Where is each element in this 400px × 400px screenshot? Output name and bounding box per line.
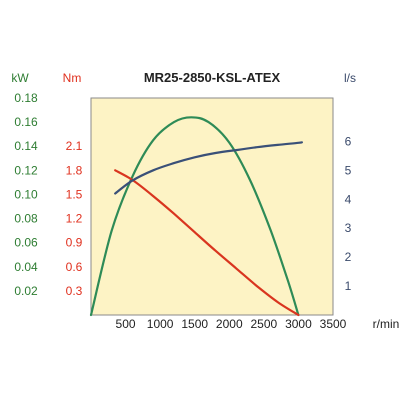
power-tick-label: 0.12 xyxy=(14,163,38,177)
x-tick-label: 1000 xyxy=(147,317,174,331)
flow-tick-label: 6 xyxy=(345,134,352,148)
x-tick-label: 3500 xyxy=(320,317,347,331)
x-tick-label: 3000 xyxy=(285,317,312,331)
torque-axis-ticks: 0.3 0.6 0.9 1.2 1.5 1.8 2.1 xyxy=(66,139,83,298)
torque-tick-label: 2.1 xyxy=(66,139,83,153)
power-curve xyxy=(89,116,300,317)
power-tick-label: 0.10 xyxy=(14,187,38,201)
x-tick-label: 2000 xyxy=(216,317,243,331)
power-tick-label: 0.04 xyxy=(14,260,38,274)
plot-area xyxy=(90,97,334,316)
power-tick-label: 0.06 xyxy=(14,236,38,250)
torque-tick-label: 0.3 xyxy=(66,284,83,298)
power-axis-ticks: 0.02 0.04 0.06 0.08 0.10 0.12 0.14 0.16 0.18 xyxy=(14,91,38,298)
flow-tick-label: 1 xyxy=(345,279,352,293)
x-axis-unit: r/min xyxy=(373,317,400,331)
x-tick-label: 500 xyxy=(116,317,136,331)
torque-tick-label: 0.6 xyxy=(66,260,83,274)
power-axis-unit: kW xyxy=(11,71,29,85)
x-axis-ticks: 500 1000 1500 2000 2500 3000 3500 xyxy=(116,317,347,331)
flow-tick-label: 3 xyxy=(345,221,352,235)
torque-tick-label: 1.8 xyxy=(66,163,83,177)
flow-tick-label: 5 xyxy=(345,163,352,177)
flow-axis-unit: l/s xyxy=(344,71,356,85)
flow-axis-ticks: 1 2 3 4 5 6 xyxy=(345,134,352,293)
power-tick-label: 0.02 xyxy=(14,284,38,298)
series-lines xyxy=(89,116,303,317)
chart-title: MR25-2850-KSL-ATEX xyxy=(144,70,281,85)
torque-axis-unit: Nm xyxy=(63,71,82,85)
torque-curve xyxy=(114,169,300,317)
flow-tick-label: 4 xyxy=(345,192,352,206)
torque-tick-label: 0.9 xyxy=(66,236,83,250)
power-tick-label: 0.14 xyxy=(14,139,38,153)
x-tick-label: 2500 xyxy=(251,317,278,331)
torque-tick-label: 1.2 xyxy=(66,212,83,226)
torque-tick-label: 1.5 xyxy=(66,187,83,201)
x-tick-label: 1500 xyxy=(181,317,208,331)
power-tick-label: 0.16 xyxy=(14,115,38,129)
power-tick-label: 0.08 xyxy=(14,212,38,226)
flow-curve xyxy=(114,141,303,195)
power-tick-label: 0.18 xyxy=(14,91,38,105)
flow-tick-label: 2 xyxy=(345,250,352,264)
